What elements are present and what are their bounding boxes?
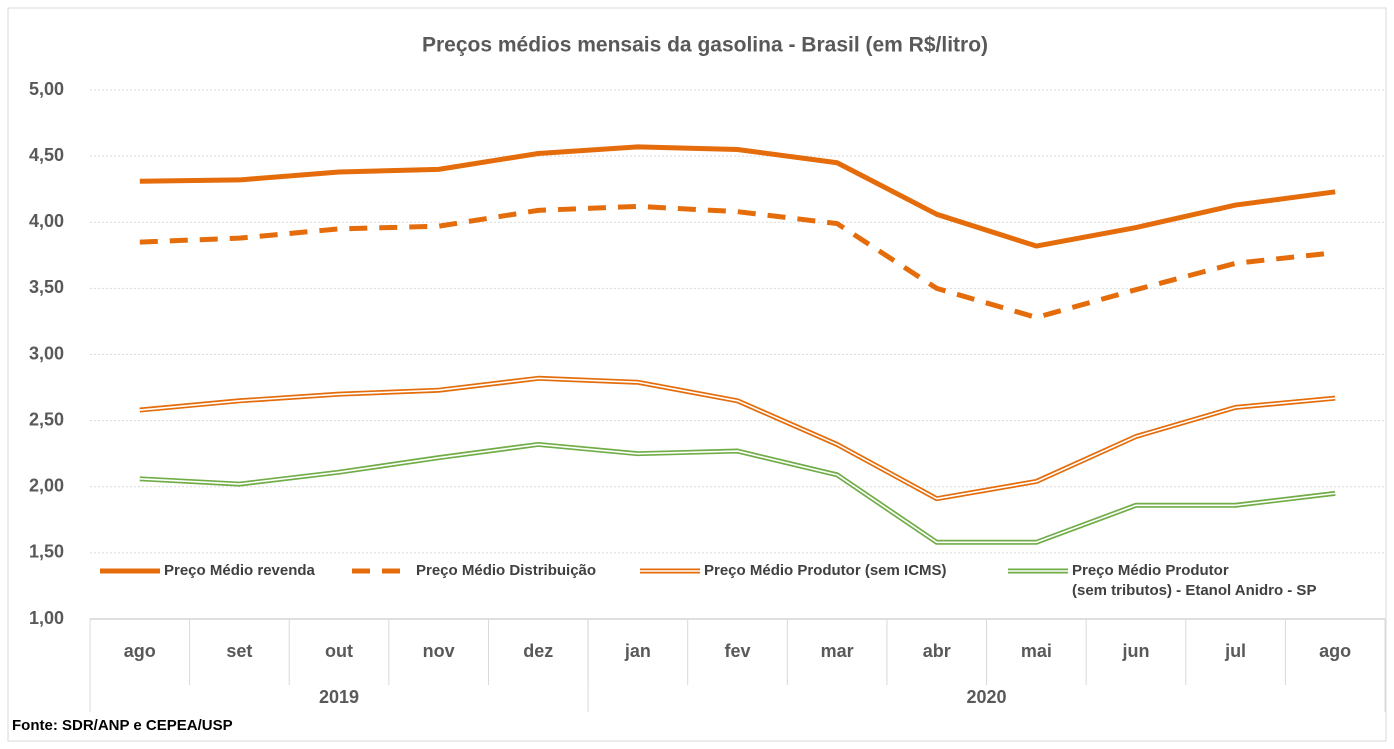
y-tick-label: 4,00: [29, 211, 64, 231]
legend-entry: Preço Médio Distribuição: [352, 561, 596, 581]
y-tick-label: 1,00: [29, 608, 64, 628]
x-tick-label: set: [226, 641, 252, 661]
y-tick-label: 3,00: [29, 343, 64, 363]
x-tick-label: abr: [923, 641, 951, 661]
legend-label: Preço Médio revenda: [164, 562, 315, 579]
series-line: [139, 377, 1336, 500]
x-tick-label: jun: [1121, 641, 1149, 661]
x-tick-label: jan: [624, 641, 651, 661]
legend-entry: Preço Médio revenda: [100, 561, 315, 581]
x-tick-label: fev: [724, 641, 750, 661]
legend-label: Preço Médio Produtor (sem ICMS): [704, 562, 947, 579]
y-tick-label: 1,50: [29, 542, 64, 562]
series-line: [139, 144, 1336, 249]
x-tick-label: jul: [1224, 641, 1246, 661]
legend-swatch: [100, 568, 160, 574]
source-note: Fonte: SDR/ANP e CEPEA/USP: [12, 717, 233, 734]
series-line: [139, 443, 1336, 544]
legend-swatch: [1008, 568, 1068, 574]
chart-title: Preços médios mensais da gasolina - Bras…: [422, 34, 988, 57]
y-tick-label: 3,50: [29, 277, 64, 297]
y-tick-label: 5,00: [29, 79, 64, 99]
series-line: [139, 203, 1336, 320]
legend-entry: Preço Médio Produtor (sem ICMS): [640, 561, 947, 581]
x-tick-label: mai: [1021, 641, 1052, 661]
x-tick-label: dez: [523, 641, 553, 661]
chart-border: [7, 7, 1387, 742]
y-tick-label: 4,50: [29, 145, 64, 165]
x-tick-label: ago: [124, 641, 156, 661]
x-group-label: 2020: [967, 687, 1007, 707]
legend-label: Preço Médio Produtor (sem tributos) - Et…: [1072, 562, 1317, 599]
legend-swatch: [640, 568, 700, 574]
y-tick-label: 2,00: [29, 476, 64, 496]
x-tick-label: nov: [423, 641, 455, 661]
legend-label: Preço Médio Distribuição: [416, 562, 597, 579]
y-tick-label: 2,50: [29, 409, 64, 429]
legend-swatch: [352, 568, 412, 574]
x-tick-label: mar: [821, 641, 854, 661]
x-tick-label: out: [325, 641, 353, 661]
legend-entry: Preço Médio Produtor (sem tributos) - Et…: [1008, 561, 1316, 601]
x-group-label: 2019: [319, 687, 359, 707]
x-tick-label: ago: [1319, 641, 1351, 661]
